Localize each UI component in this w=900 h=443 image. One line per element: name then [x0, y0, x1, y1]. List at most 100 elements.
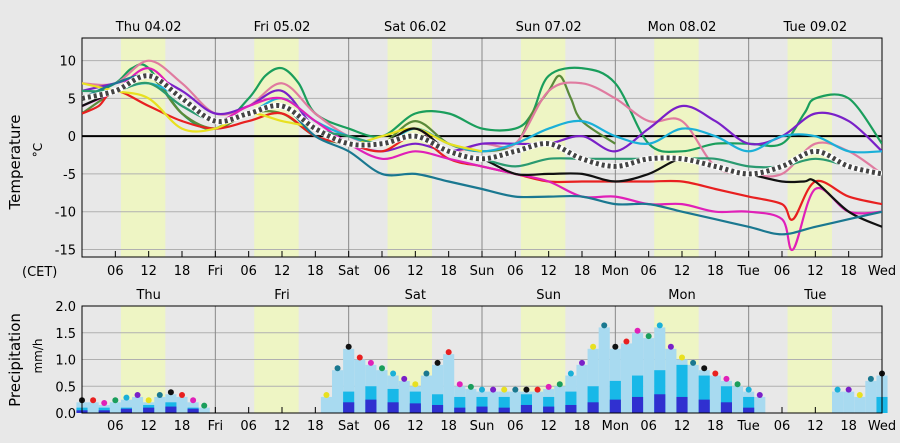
- day-header: Thu: [135, 288, 160, 303]
- member-dot: [90, 397, 97, 404]
- precip-bar-core: [520, 404, 532, 413]
- day-header: Sun: [536, 288, 561, 303]
- member-dot: [667, 343, 674, 350]
- precip-bar-upper-envelope: [598, 327, 610, 413]
- precip-bar-upper-envelope: [865, 380, 877, 413]
- member-dot: [690, 359, 697, 366]
- x-tick-label: 06: [507, 419, 524, 434]
- member-dot: [456, 381, 463, 388]
- x-tick-label: 18: [707, 419, 724, 434]
- x-tick-label: 06: [640, 264, 657, 279]
- member-dot: [490, 386, 497, 393]
- member-dot: [512, 386, 519, 393]
- precip-bar-mid-envelope: [387, 388, 399, 413]
- precip-bar-upper-envelope: [620, 343, 632, 413]
- plot-frame: [81, 305, 883, 414]
- day-header: Tue: [803, 288, 826, 303]
- precip-bar-upper-envelope: [554, 386, 566, 413]
- x-tick-label: 12: [140, 419, 157, 434]
- precip-bar-mid-envelope: [698, 375, 710, 413]
- member-dot: [867, 375, 874, 382]
- x-tick-label: 18: [307, 264, 324, 279]
- x-tick-label: 06: [640, 419, 657, 434]
- x-tick-label: 18: [307, 419, 324, 434]
- member-dot: [190, 397, 197, 404]
- precip-bar-upper-envelope: [376, 370, 388, 413]
- y-tick-label: 10: [59, 55, 76, 70]
- precip-bar-core: [565, 404, 577, 413]
- precip-bar-upper-envelope: [832, 391, 844, 413]
- y-tick-label: -5: [63, 168, 76, 183]
- x-tick-label: 18: [440, 264, 457, 279]
- x-tick-label: 18: [707, 264, 724, 279]
- precip-bar-upper-envelope: [354, 359, 366, 413]
- precip-bar-core: [676, 396, 688, 413]
- precip-bar-upper-envelope: [509, 391, 521, 413]
- member-dot: [756, 391, 763, 398]
- y-tick-label: 5: [68, 92, 76, 107]
- member-dot: [167, 389, 174, 396]
- member-dot: [201, 402, 208, 409]
- member-dot: [712, 370, 719, 377]
- precip-bar-upper-envelope: [465, 388, 477, 413]
- y-tick-label: 0.5: [55, 380, 76, 395]
- daylight-band: [387, 38, 432, 257]
- precipitation-bars: [76, 322, 888, 413]
- x-tick-label: 12: [140, 264, 157, 279]
- member-dot: [334, 365, 341, 372]
- x-tick-label: 18: [174, 264, 191, 279]
- precip-bar-core: [587, 402, 599, 413]
- x-tick-label: Sun: [470, 419, 495, 434]
- precip-bar-core: [365, 399, 377, 413]
- precip-bar-core: [187, 408, 199, 413]
- member-dot: [745, 386, 752, 393]
- member-dot: [134, 391, 141, 398]
- member-dot: [534, 386, 541, 393]
- precip-bar-mid-envelope: [609, 380, 621, 413]
- y-tick-label: 1.0: [55, 354, 76, 369]
- precip-bar-mid-envelope: [454, 396, 466, 413]
- member-dot: [401, 375, 408, 382]
- x-tick-label: 18: [174, 419, 191, 434]
- member-dot: [445, 349, 452, 356]
- precip-bar-mid-envelope: [543, 396, 555, 413]
- x-tick-label: 12: [807, 264, 824, 279]
- member-dot: [479, 386, 485, 393]
- precip-bar-core: [654, 394, 666, 413]
- member-dot: [845, 386, 852, 393]
- member-dot: [556, 381, 563, 388]
- x-tick-label: Fri: [208, 264, 224, 279]
- x-tick-label: 12: [674, 264, 691, 279]
- series-line-member-purple: [82, 74, 882, 153]
- member-dot: [345, 343, 352, 350]
- day-header: Sat 06.02: [384, 20, 447, 35]
- x-tick-label: 06: [774, 419, 791, 434]
- day-header: Sat: [405, 288, 426, 303]
- member-dot: [156, 391, 163, 398]
- precip-bar-core: [632, 396, 644, 413]
- precip-bar-mid-envelope: [654, 370, 666, 413]
- precip-bar-core: [476, 406, 488, 413]
- y-tick-label: 1.5: [55, 327, 76, 342]
- member-dot: [412, 381, 419, 388]
- member-dot: [623, 338, 630, 345]
- precip-bar-mid-envelope: [587, 386, 599, 413]
- member-dot: [612, 343, 619, 350]
- precip-bar-core: [698, 399, 710, 413]
- x-tick-label: 06: [507, 264, 524, 279]
- precip-bar-upper-envelope: [420, 375, 432, 413]
- x-tick-label: 12: [407, 264, 424, 279]
- precip-bar-upper-envelope: [198, 407, 210, 413]
- y-tick-label: -15: [55, 243, 76, 258]
- x-tick-label: 12: [540, 264, 557, 279]
- y-axis-label: Precipitation: [6, 313, 24, 407]
- day-header: Fri 05.02: [254, 20, 311, 35]
- precip-bar-upper-envelope: [343, 348, 355, 413]
- member-dot: [545, 383, 552, 390]
- precip-bar-core: [409, 403, 421, 413]
- member-dot: [101, 399, 108, 406]
- member-dot: [123, 394, 130, 401]
- member-dot: [856, 391, 863, 398]
- precip-bar-upper-envelope: [709, 375, 721, 413]
- precip-bar-upper-envelope: [532, 391, 544, 413]
